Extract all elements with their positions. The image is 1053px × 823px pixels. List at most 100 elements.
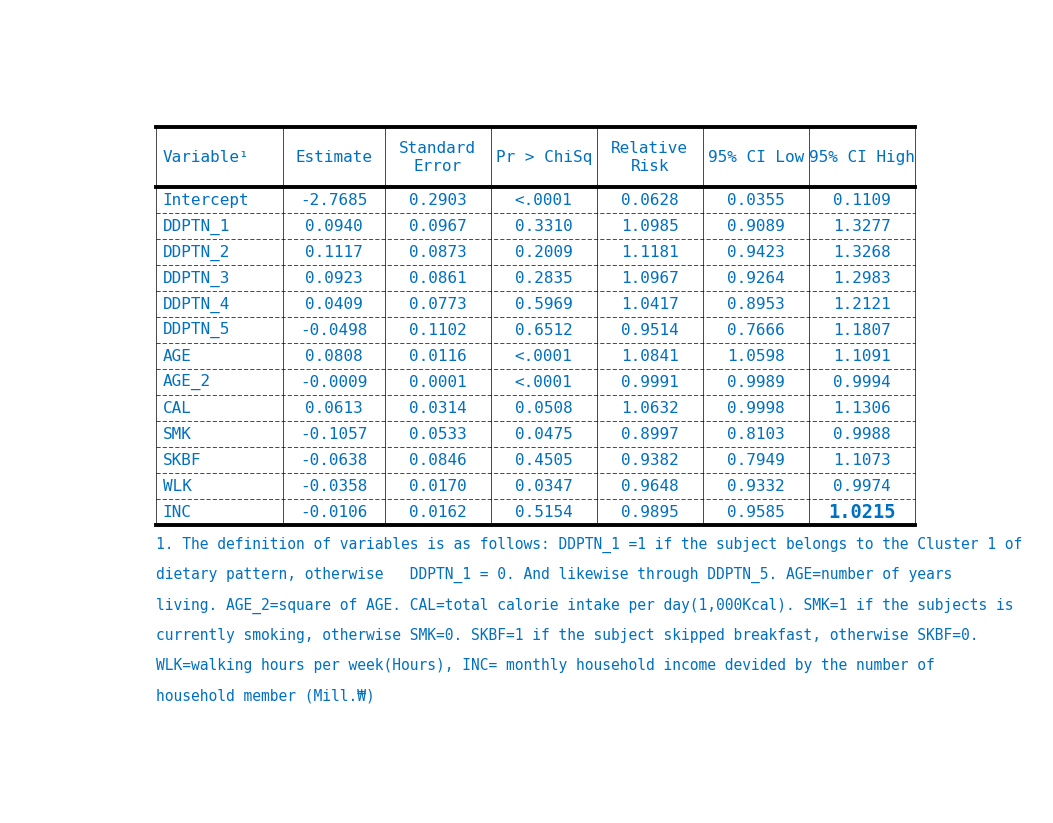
- Text: 1.0841: 1.0841: [621, 349, 679, 364]
- Text: 0.5969: 0.5969: [515, 297, 573, 312]
- Text: SKBF: SKBF: [162, 453, 201, 467]
- Text: dietary pattern, otherwise   DDPTN_1 = 0. And likewise through DDPTN_5. AGE=numb: dietary pattern, otherwise DDPTN_1 = 0. …: [156, 567, 952, 584]
- Text: Relative
Risk: Relative Risk: [612, 142, 689, 174]
- Text: 0.9332: 0.9332: [727, 479, 784, 494]
- Text: -0.0106: -0.0106: [300, 504, 367, 520]
- Text: 0.0116: 0.0116: [409, 349, 466, 364]
- Text: 1.2983: 1.2983: [833, 271, 891, 286]
- Text: 0.0508: 0.0508: [515, 401, 573, 416]
- Text: 0.0314: 0.0314: [409, 401, 466, 416]
- Text: 95% CI Low: 95% CI Low: [708, 150, 804, 165]
- Text: SMK: SMK: [162, 427, 192, 442]
- Text: 0.2835: 0.2835: [515, 271, 573, 286]
- Text: 0.9994: 0.9994: [833, 374, 891, 390]
- Text: currently smoking, otherwise SMK=0. SKBF=1 if the subject skipped breakfast, oth: currently smoking, otherwise SMK=0. SKBF…: [156, 628, 978, 643]
- Text: Intercept: Intercept: [162, 193, 250, 208]
- Text: 0.9989: 0.9989: [727, 374, 784, 390]
- Text: 0.1109: 0.1109: [833, 193, 891, 208]
- Text: 0.9423: 0.9423: [727, 245, 784, 260]
- Text: 0.9895: 0.9895: [621, 504, 679, 520]
- Text: -2.7685: -2.7685: [300, 193, 367, 208]
- Text: 0.1102: 0.1102: [409, 323, 466, 338]
- Text: -0.0638: -0.0638: [300, 453, 367, 467]
- Text: 1.0967: 1.0967: [621, 271, 679, 286]
- Text: -0.0009: -0.0009: [300, 374, 367, 390]
- Text: 1.0632: 1.0632: [621, 401, 679, 416]
- Text: 0.5154: 0.5154: [515, 504, 573, 520]
- Text: Standard
Error: Standard Error: [399, 142, 476, 174]
- Text: 1.0417: 1.0417: [621, 297, 679, 312]
- Text: 0.0170: 0.0170: [409, 479, 466, 494]
- Text: 0.0923: 0.0923: [304, 271, 362, 286]
- Text: 0.0808: 0.0808: [304, 349, 362, 364]
- Text: 0.0846: 0.0846: [409, 453, 466, 467]
- Text: Pr > ChiSq: Pr > ChiSq: [496, 150, 592, 165]
- Text: <.0001: <.0001: [515, 349, 573, 364]
- Text: 0.9382: 0.9382: [621, 453, 679, 467]
- Text: CAL: CAL: [162, 401, 192, 416]
- Text: 0.9988: 0.9988: [833, 427, 891, 442]
- Text: 1.3268: 1.3268: [833, 245, 891, 260]
- Text: DDPTN_3: DDPTN_3: [162, 270, 230, 286]
- Text: WLK: WLK: [162, 479, 192, 494]
- Text: 1.0985: 1.0985: [621, 219, 679, 234]
- Text: 0.0613: 0.0613: [304, 401, 362, 416]
- Text: 0.3310: 0.3310: [515, 219, 573, 234]
- Text: 0.4505: 0.4505: [515, 453, 573, 467]
- Text: -0.0358: -0.0358: [300, 479, 367, 494]
- Text: 0.0475: 0.0475: [515, 427, 573, 442]
- Text: 95% CI High: 95% CI High: [809, 150, 915, 165]
- Text: 0.0873: 0.0873: [409, 245, 466, 260]
- Text: AGE_2: AGE_2: [162, 374, 211, 390]
- Text: 0.0940: 0.0940: [304, 219, 362, 234]
- Text: 1.0215: 1.0215: [829, 503, 896, 522]
- Text: Estimate: Estimate: [295, 150, 372, 165]
- Text: 0.0409: 0.0409: [304, 297, 362, 312]
- Text: 0.0347: 0.0347: [515, 479, 573, 494]
- Text: Variable¹: Variable¹: [162, 150, 250, 165]
- Text: 0.0001: 0.0001: [409, 374, 466, 390]
- Text: 1. The definition of variables is as follows: DDPTN_1 =1 if the subject belongs : 1. The definition of variables is as fol…: [156, 537, 1022, 553]
- Text: household member (Mill.₩): household member (Mill.₩): [156, 689, 375, 704]
- Text: WLK=walking hours per week(Hours), INC= monthly household income devided by the : WLK=walking hours per week(Hours), INC= …: [156, 658, 935, 673]
- Text: <.0001: <.0001: [515, 374, 573, 390]
- Text: DDPTN_4: DDPTN_4: [162, 296, 230, 313]
- Text: 0.9585: 0.9585: [727, 504, 784, 520]
- Text: 1.0598: 1.0598: [727, 349, 784, 364]
- Text: 0.0628: 0.0628: [621, 193, 679, 208]
- Text: DDPTN_5: DDPTN_5: [162, 323, 230, 338]
- Text: 0.7666: 0.7666: [727, 323, 784, 338]
- Text: living. AGE_2=square of AGE. CAL=total calorie intake per day(1,000Kcal). SMK=1 : living. AGE_2=square of AGE. CAL=total c…: [156, 597, 1014, 614]
- Text: AGE: AGE: [162, 349, 192, 364]
- Text: DDPTN_2: DDPTN_2: [162, 244, 230, 261]
- Text: 0.8997: 0.8997: [621, 427, 679, 442]
- Text: 1.1073: 1.1073: [833, 453, 891, 467]
- Text: -0.1057: -0.1057: [300, 427, 367, 442]
- Text: 1.2121: 1.2121: [833, 297, 891, 312]
- Text: 0.8953: 0.8953: [727, 297, 784, 312]
- Text: 1.1091: 1.1091: [833, 349, 891, 364]
- Text: 0.7949: 0.7949: [727, 453, 784, 467]
- Text: 0.0355: 0.0355: [727, 193, 784, 208]
- Text: 0.0861: 0.0861: [409, 271, 466, 286]
- Text: INC: INC: [162, 504, 192, 520]
- Text: 0.0773: 0.0773: [409, 297, 466, 312]
- Text: 1.1181: 1.1181: [621, 245, 679, 260]
- Text: 1.3277: 1.3277: [833, 219, 891, 234]
- Text: 0.0162: 0.0162: [409, 504, 466, 520]
- Text: 0.9089: 0.9089: [727, 219, 784, 234]
- Text: 0.9974: 0.9974: [833, 479, 891, 494]
- Text: <.0001: <.0001: [515, 193, 573, 208]
- Text: DDPTN_1: DDPTN_1: [162, 218, 230, 235]
- Text: 0.2009: 0.2009: [515, 245, 573, 260]
- Text: 0.6512: 0.6512: [515, 323, 573, 338]
- Text: 0.2903: 0.2903: [409, 193, 466, 208]
- Text: 0.9998: 0.9998: [727, 401, 784, 416]
- Text: 0.9514: 0.9514: [621, 323, 679, 338]
- Text: 0.9648: 0.9648: [621, 479, 679, 494]
- Text: 0.0533: 0.0533: [409, 427, 466, 442]
- Text: 0.9264: 0.9264: [727, 271, 784, 286]
- Text: 1.1306: 1.1306: [833, 401, 891, 416]
- Text: 1.1807: 1.1807: [833, 323, 891, 338]
- Text: 0.8103: 0.8103: [727, 427, 784, 442]
